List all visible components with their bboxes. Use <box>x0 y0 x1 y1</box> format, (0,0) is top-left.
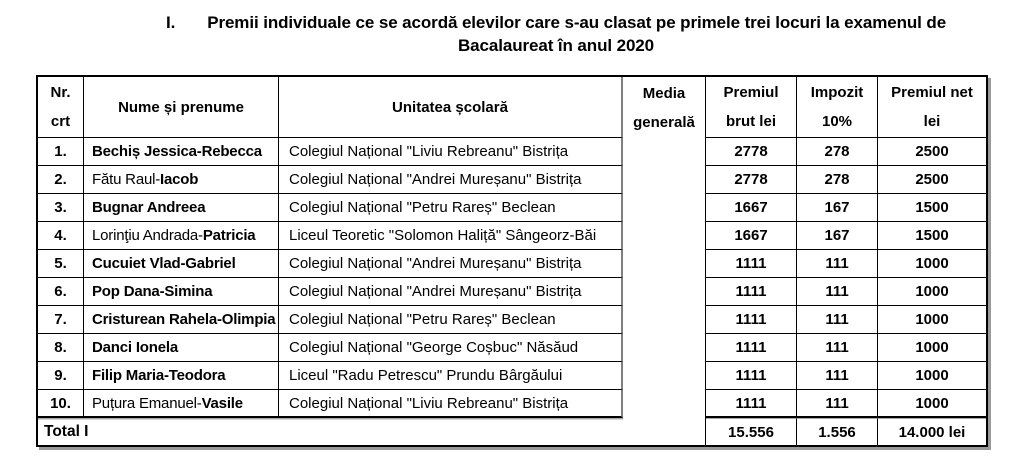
school-name: Colegiul Național "Liviu Rebreanu" Bistr… <box>279 138 623 166</box>
tax-value: 111 <box>797 278 878 306</box>
total-row: Total I 15.556 1.556 14.000 lei <box>38 418 986 445</box>
student-name: Bugnar Andreea <box>84 194 279 222</box>
title-text-2: Bacalaureat în anul 2020 <box>457 36 655 55</box>
net-value: 1000 <box>878 278 986 306</box>
row-number: 3. <box>38 194 84 222</box>
header-gross: Premiul brut lei <box>706 77 797 138</box>
gross-value: 1111 <box>706 250 797 278</box>
school-name: Colegiul Național "Andrei Mureșanu" Bist… <box>279 278 623 306</box>
student-name: Bechiș Jessica-Rebecca <box>84 138 279 166</box>
row-number: 8. <box>38 334 84 362</box>
table-row: 6. Pop Dana-Simina Colegiul Național "An… <box>38 278 986 306</box>
school-name: Colegiul Național "Andrei Mureșanu" Bist… <box>279 166 623 194</box>
tax-value: 111 <box>797 362 878 390</box>
header-tax: Impozit 10% <box>797 77 878 138</box>
student-name: Cristurean Rahela-Olimpia <box>84 306 279 334</box>
tax-value: 278 <box>797 138 878 166</box>
row-number: 4. <box>38 222 84 250</box>
net-value: 1000 <box>878 250 986 278</box>
tax-value: 111 <box>797 306 878 334</box>
table-row: 4. Lorinţiu Andrada-Patricia Liceul Teor… <box>38 222 986 250</box>
gross-value: 1667 <box>706 194 797 222</box>
tax-value: 278 <box>797 166 878 194</box>
student-name: Danci Ionela <box>84 334 279 362</box>
row-number: 7. <box>38 306 84 334</box>
net-value: 1000 <box>878 362 986 390</box>
title-text-1: Premii individuale ce se acordă elevilor… <box>207 13 947 32</box>
gross-value: 1111 <box>706 306 797 334</box>
total-gross: 15.556 <box>706 418 797 445</box>
title-line-1: I. Premii individuale ce se acordă elevil… <box>100 11 1012 34</box>
gross-value: 1111 <box>706 390 797 418</box>
gross-value: 1111 <box>706 362 797 390</box>
school-name: Colegiul Național "George Coșbuc" Năsăud <box>279 334 623 362</box>
header-nr-crt: Nr. crt <box>38 77 84 138</box>
gross-value: 1667 <box>706 222 797 250</box>
table-row: 5. Cucuiet Vlad-Gabriel Colegiul Naționa… <box>38 250 986 278</box>
header-school: Unitatea școlară <box>279 77 623 138</box>
student-name: Fătu Raul-Iacob <box>84 166 279 194</box>
title-line-2: Bacalaureat în anul 2020 <box>100 34 1012 57</box>
net-value: 1500 <box>878 222 986 250</box>
school-name: Colegiul Național "Liviu Rebreanu" Bistr… <box>279 390 623 418</box>
header-name: Nume și prenume <box>84 77 279 138</box>
school-name: Liceul Teoretic "Solomon Haliță" Sângeor… <box>279 222 623 250</box>
page-title: I. Premii individuale ce se acordă elevil… <box>100 11 1012 57</box>
row-number: 10. <box>38 390 84 418</box>
net-value: 1000 <box>878 334 986 362</box>
gross-value: 2778 <box>706 166 797 194</box>
student-name: Pop Dana-Simina <box>84 278 279 306</box>
tax-value: 111 <box>797 334 878 362</box>
row-number: 6. <box>38 278 84 306</box>
gross-value: 2778 <box>706 138 797 166</box>
total-label: Total I <box>38 418 706 445</box>
table-row: 9. Filip Maria-Teodora Liceul "Radu Petr… <box>38 362 986 390</box>
net-value: 1000 <box>878 390 986 418</box>
net-value: 1500 <box>878 194 986 222</box>
table-row: 10. Puțura Emanuel-Vasile Colegiul Națio… <box>38 390 986 418</box>
school-name: Colegiul Național "Petru Rareș" Beclean <box>279 306 623 334</box>
school-name: Liceul "Radu Petrescu" Prundu Bârgăului <box>279 362 623 390</box>
student-name: Filip Maria-Teodora <box>84 362 279 390</box>
tax-value: 167 <box>797 194 878 222</box>
tax-value: 111 <box>797 250 878 278</box>
row-number: 1. <box>38 138 84 166</box>
table-row: 3. Bugnar Andreea Colegiul Național "Pet… <box>38 194 986 222</box>
header-media-generala: Media generală <box>623 77 706 418</box>
net-value: 2500 <box>878 138 986 166</box>
student-name: Cucuiet Vlad-Gabriel <box>84 250 279 278</box>
table-row: 1. Bechiș Jessica-Rebecca Colegiul Națio… <box>38 138 986 166</box>
total-net: 14.000 lei <box>878 418 986 445</box>
table-row: 8. Danci Ionela Colegiul Național "Georg… <box>38 334 986 362</box>
tax-value: 111 <box>797 390 878 418</box>
net-value: 1000 <box>878 306 986 334</box>
tax-value: 167 <box>797 222 878 250</box>
row-number: 2. <box>38 166 84 194</box>
school-name: Colegiul Național "Petru Rareș" Beclean <box>279 194 623 222</box>
student-name: Lorinţiu Andrada-Patricia <box>84 222 279 250</box>
row-number: 5. <box>38 250 84 278</box>
prizes-table: Nr. crt Nume și prenume Unitatea școlară … <box>36 75 988 447</box>
gross-value: 1111 <box>706 334 797 362</box>
table-row: 7. Cristurean Rahela-Olimpia Colegiul Na… <box>38 306 986 334</box>
header-net: Premiul net lei <box>878 77 986 138</box>
title-number: I. <box>165 13 176 32</box>
student-name: Puțura Emanuel-Vasile <box>84 390 279 418</box>
net-value: 2500 <box>878 166 986 194</box>
total-tax: 1.556 <box>797 418 878 445</box>
table-row: 2. Fătu Raul-Iacob Colegiul Național "An… <box>38 166 986 194</box>
row-number: 9. <box>38 362 84 390</box>
table-header-row: Nr. crt Nume și prenume Unitatea școlară … <box>38 77 986 418</box>
gross-value: 1111 <box>706 278 797 306</box>
school-name: Colegiul Național "Andrei Mureșanu" Bist… <box>279 250 623 278</box>
